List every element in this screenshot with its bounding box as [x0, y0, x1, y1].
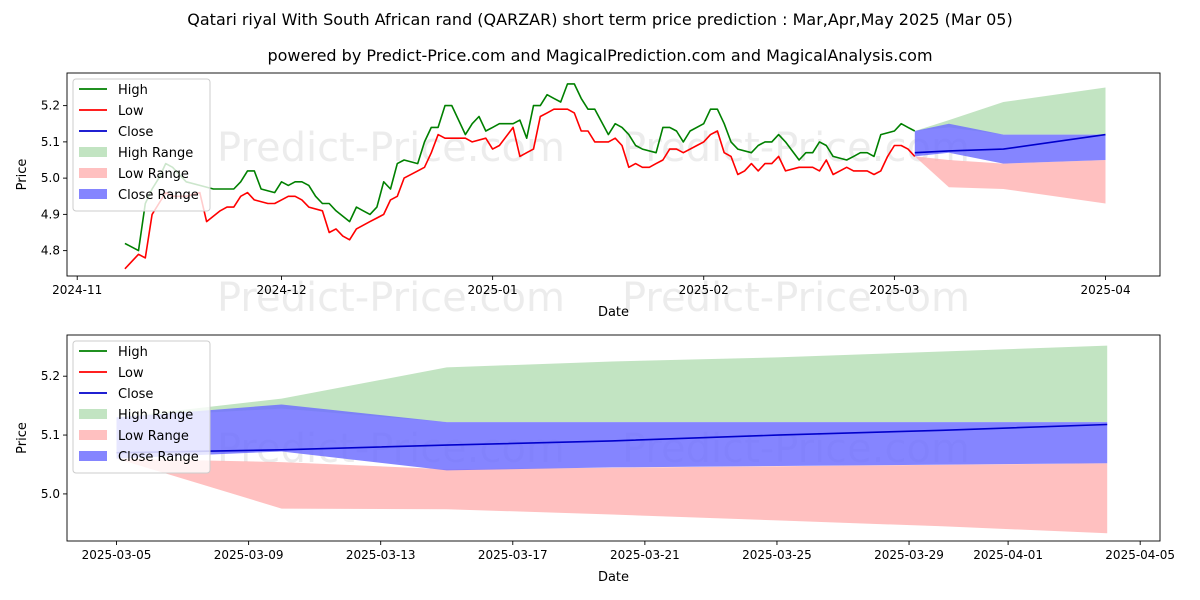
x-tick-label: 2025-04 — [1080, 283, 1130, 297]
y-tick-label: 4.8 — [41, 244, 60, 258]
x-tick-label: 2025-03-17 — [478, 548, 548, 562]
high-range-band — [116, 345, 1108, 423]
y-tick-label: 5.1 — [41, 428, 60, 442]
x-axis-label: Date — [598, 570, 629, 585]
x-tick-label: 2025-04-01 — [973, 548, 1043, 562]
low-series-line — [124, 108, 916, 270]
chart-title: Qatari riyal With South African rand (QA… — [187, 10, 1013, 29]
axes-frame — [66, 334, 1161, 542]
watermark: Predict-Price.com — [217, 125, 565, 171]
y-tick-label: 5.1 — [41, 135, 60, 149]
legend: High Low Close High Range Low Range Close Ran… — [72, 340, 211, 474]
x-tick-label: 2025-03 — [869, 283, 919, 297]
y-tick-label: 5.0 — [41, 487, 60, 501]
close-range-band — [116, 404, 1108, 471]
plot-area — [116, 345, 1108, 534]
legend-label: High — [118, 83, 148, 98]
y-tick-label: 5.2 — [41, 369, 60, 383]
x-tick-label: 2025-01 — [468, 283, 518, 297]
watermark: Predict-Price.com — [622, 125, 970, 171]
watermark: Predict-Price.com — [622, 275, 970, 321]
x-tick-label: 2025-03-29 — [874, 548, 944, 562]
low-range-band — [914, 156, 1106, 204]
legend-swatch-close-range — [79, 189, 107, 199]
chart-subtitle: powered by Predict-Price.com and Magical… — [267, 46, 933, 65]
legend-label: Low Range — [118, 167, 189, 182]
axes-frame — [66, 72, 1161, 277]
x-tick-label: 2025-03-13 — [346, 548, 416, 562]
chart-forecast: Predict-Price.comPredict-Price.com2025-0… — [15, 334, 1175, 585]
close-series-line — [914, 133, 1106, 154]
x-tick-label: 2025-03-09 — [214, 548, 284, 562]
close-series-line — [116, 423, 1108, 454]
x-tick-label: 2025-03-25 — [742, 548, 812, 562]
x-tick-label: 2024-12 — [256, 283, 306, 297]
legend-label: Close — [118, 387, 153, 402]
y-tick-label: 4.9 — [41, 207, 60, 221]
legend-label: Low — [118, 366, 144, 381]
chart-historical: Predict-Price.com Predict-Price.com Predic… — [15, 72, 1161, 321]
low-range-band — [116, 458, 1108, 534]
legend-swatch-low-range — [79, 168, 107, 178]
close-range-band — [914, 123, 1106, 164]
plot-area — [124, 83, 1106, 270]
legend-label: Low — [118, 104, 144, 119]
legend-swatch-close-range — [79, 451, 107, 461]
legend-box — [72, 78, 211, 212]
x-tick-label: 2025-04-05 — [1105, 548, 1175, 562]
x-tick-label: 2025-02 — [679, 283, 729, 297]
x-tick-label: 2024-11 — [52, 283, 102, 297]
y-tick-label: 5.0 — [41, 171, 60, 185]
high-range-band — [914, 87, 1106, 135]
legend-label: High Range — [118, 408, 193, 423]
y-tick-label: 5.2 — [41, 99, 60, 113]
x-tick-label: 2025-03-21 — [610, 548, 680, 562]
legend-swatch-low-range — [79, 430, 107, 440]
legend-swatch-high-range — [79, 147, 107, 157]
legend-label: Close Range — [118, 450, 199, 465]
y-axis-label: Price — [15, 422, 30, 454]
y-axis-label: Price — [15, 159, 30, 191]
x-tick-label: 2025-03-05 — [82, 548, 152, 562]
legend-label: Close Range — [118, 188, 199, 203]
high-series-line — [124, 83, 916, 252]
legend-label: Close — [118, 125, 153, 140]
legend-label: High Range — [118, 146, 193, 161]
legend-label: Low Range — [118, 429, 189, 444]
watermark: Predict-Price.com — [217, 275, 565, 321]
legend-box — [72, 340, 211, 474]
legend-label: High — [118, 345, 148, 360]
legend: High Low Close High Range Low Range Close Ran… — [72, 78, 211, 212]
legend-swatch-high-range — [79, 409, 107, 419]
x-axis-label: Date — [598, 305, 629, 320]
